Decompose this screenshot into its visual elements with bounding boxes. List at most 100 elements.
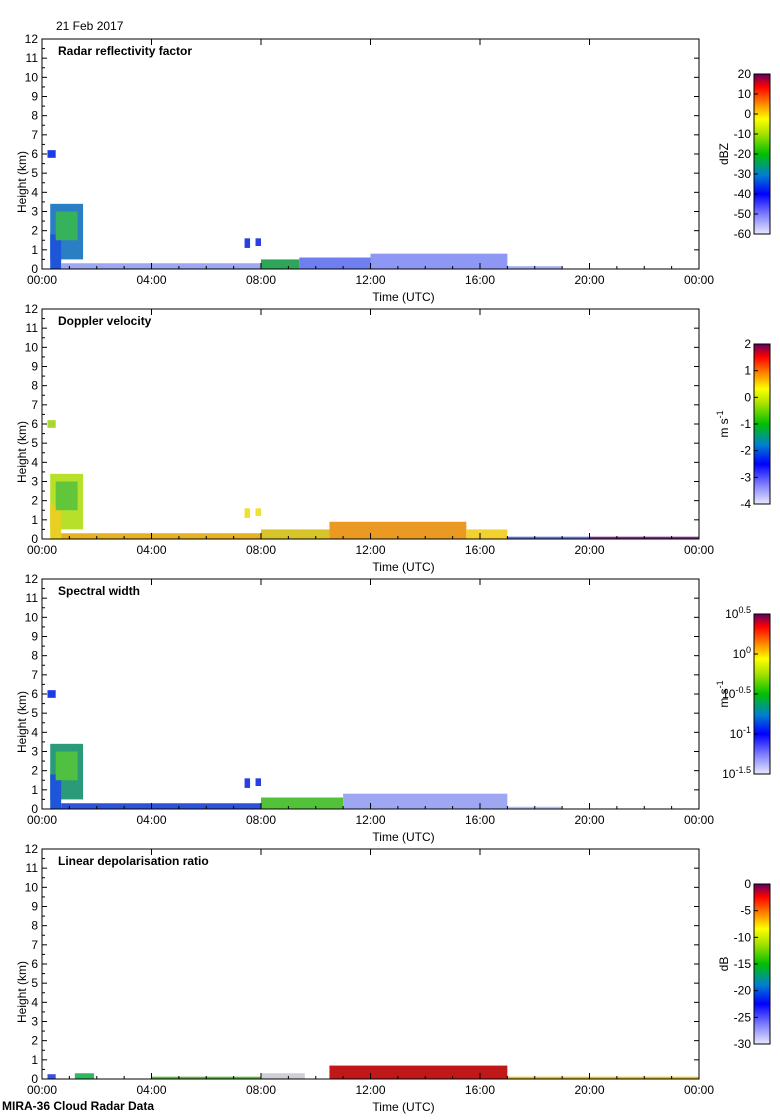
colorbar-tick-label: 2 (744, 337, 751, 351)
data-region (261, 259, 300, 269)
y-tick-label: 9 (31, 900, 38, 914)
x-tick-label: 04:00 (136, 273, 166, 287)
x-tick-label: 00:00 (684, 813, 714, 827)
y-tick-label: 11 (26, 861, 39, 875)
y-tick-label: 10 (25, 610, 39, 624)
colorbar-tick-label: -3 (740, 470, 751, 484)
colorbar-tick-label: -20 (734, 984, 752, 998)
y-tick-label: 8 (31, 379, 38, 393)
plot-frame (41, 578, 700, 810)
plot-frame (41, 848, 700, 1080)
y-tick-label: 3 (31, 205, 38, 219)
colorbar-tick-label: -20 (734, 147, 752, 161)
data-region (47, 690, 56, 698)
y-tick-label: 2 (31, 224, 38, 238)
x-axis-label: Time (UTC) (372, 830, 434, 844)
y-tick-label: 5 (31, 436, 38, 450)
colorbar-label: m s-1 (715, 410, 731, 437)
x-tick-label: 16:00 (465, 273, 495, 287)
data-region (47, 150, 56, 158)
data-region (507, 1076, 699, 1079)
colorbar-tick-label: -5 (740, 904, 751, 918)
x-tick-label: 04:00 (136, 813, 166, 827)
y-tick-label: 0 (31, 532, 38, 546)
y-tick-label: 7 (31, 398, 38, 412)
x-tick-label: 20:00 (574, 273, 604, 287)
colorbar-tick-label: -2 (740, 444, 751, 458)
colorbar-tick-label: -30 (734, 1037, 752, 1051)
panel-title: Radar reflectivity factor (58, 44, 192, 58)
y-tick-label: 0 (31, 802, 38, 816)
y-tick-label: 5 (31, 976, 38, 990)
data-region (261, 797, 344, 809)
plot-frame (41, 308, 700, 540)
x-tick-label: 00:00 (684, 1083, 714, 1097)
y-tick-label: 7 (31, 668, 38, 682)
plot-frame (41, 38, 700, 270)
data-region (61, 803, 261, 809)
colorbar-tick-label: 1 (744, 364, 751, 378)
data-region (55, 481, 78, 511)
y-tick-label: 8 (31, 919, 38, 933)
x-tick-label: 08:00 (246, 1083, 276, 1097)
x-tick-label: 08:00 (246, 273, 276, 287)
data-region (50, 774, 62, 809)
colorbar-tick-label: -50 (734, 207, 752, 221)
colorbar-tick-label: 10-0.5 (722, 685, 751, 701)
x-tick-label: 08:00 (246, 543, 276, 557)
y-tick-label: 2 (31, 494, 38, 508)
y-tick-label: 11 (26, 51, 39, 65)
data-region (261, 529, 330, 539)
y-axis-label: Height (km) (15, 421, 29, 483)
y-tick-label: 1 (31, 513, 38, 527)
colorbar-tick-label: -10 (734, 127, 752, 141)
colorbar-tick-label: -25 (734, 1010, 752, 1024)
date-label: 21 Feb 2017 (56, 19, 124, 33)
colorbar: 0 -5 -10 -15 -20 -25 -30 dB (717, 877, 771, 1051)
data-region (244, 238, 251, 248)
colorbar-tick-label: -10 (734, 930, 752, 944)
colorbar-tick-label: -4 (740, 497, 751, 511)
x-tick-label: 20:00 (574, 543, 604, 557)
y-tick-label: 10 (25, 880, 39, 894)
y-tick-label: 9 (31, 90, 38, 104)
y-tick-label: 1 (31, 243, 38, 257)
data-region (466, 529, 508, 539)
data-region (255, 238, 261, 246)
x-tick-label: 00:00 (684, 273, 714, 287)
x-tick-label: 16:00 (465, 543, 495, 557)
y-tick-label: 3 (31, 1015, 38, 1029)
footer-caption: MIRA-36 Cloud Radar Data (2, 1099, 155, 1113)
x-tick-label: 04:00 (136, 543, 166, 557)
y-tick-label: 3 (31, 745, 38, 759)
y-axis-label: Height (km) (15, 151, 29, 213)
y-tick-label: 12 (25, 572, 39, 586)
x-tick-label: 00:00 (27, 543, 57, 557)
y-tick-label: 6 (31, 417, 38, 431)
data-region (244, 778, 251, 788)
colorbar-tick-label: 10-1 (730, 725, 751, 741)
colorbar-label: dB (717, 957, 731, 972)
y-tick-label: 1 (31, 783, 38, 797)
colorbar-label: m s-1 (715, 680, 731, 707)
colorbar-tick-label: -40 (734, 187, 752, 201)
y-tick-label: 10 (25, 70, 39, 84)
x-tick-label: 04:00 (136, 1083, 166, 1097)
x-tick-label: 12:00 (355, 543, 385, 557)
colorbar-tick-label: 10 (738, 87, 752, 101)
data-region (55, 211, 78, 241)
y-axis-label: Height (km) (15, 961, 29, 1023)
y-tick-label: 11 (26, 321, 39, 335)
x-tick-label: 12:00 (355, 1083, 385, 1097)
data-region (50, 234, 62, 269)
y-tick-label: 0 (31, 1072, 38, 1086)
x-tick-label: 20:00 (574, 813, 604, 827)
y-tick-label: 4 (31, 725, 38, 739)
data-region (261, 1073, 305, 1079)
panel-title: Linear depolarisation ratio (58, 854, 209, 868)
colorbar-tick-label: -15 (734, 957, 752, 971)
x-tick-label: 16:00 (465, 813, 495, 827)
